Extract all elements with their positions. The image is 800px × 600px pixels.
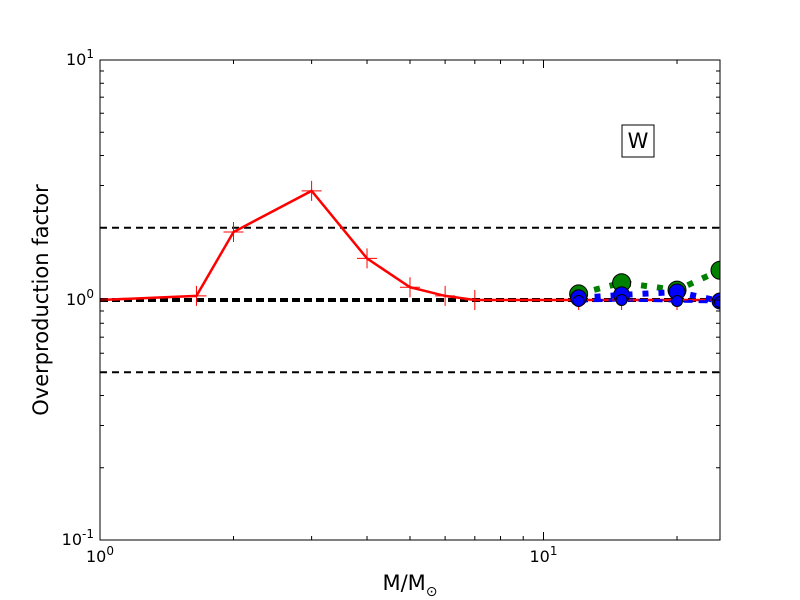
data-point (357, 248, 378, 269)
series-layer (100, 180, 720, 310)
series-line (578, 288, 720, 304)
data-point (714, 296, 720, 309)
x-tick-label: 100 (86, 544, 114, 566)
element-label-box: W (621, 124, 655, 158)
x-axis-label: M/M⊙ (382, 571, 437, 600)
x-axis-label-main: M/M (382, 571, 425, 595)
data-point (464, 290, 485, 310)
data-point (671, 295, 684, 308)
data-point (186, 285, 207, 306)
data-point (301, 180, 322, 201)
data-point (710, 260, 720, 280)
y-tick-label: 100 (66, 287, 94, 309)
y-tick-label: 10-1 (62, 527, 94, 549)
data-point (615, 294, 628, 306)
data-point (435, 285, 456, 306)
element-label: W (628, 129, 649, 153)
x-tick-label: 101 (530, 544, 558, 566)
x-axis-label-subscript: ⊙ (426, 584, 438, 600)
data-point (223, 222, 244, 243)
series-line (577, 267, 720, 297)
y-axis-label: Overproduction factor (29, 184, 53, 416)
series-line (578, 298, 720, 304)
data-point (400, 277, 420, 298)
data-point (572, 295, 585, 308)
element-label-frame (621, 124, 655, 158)
y-tick-label: 101 (66, 47, 94, 69)
